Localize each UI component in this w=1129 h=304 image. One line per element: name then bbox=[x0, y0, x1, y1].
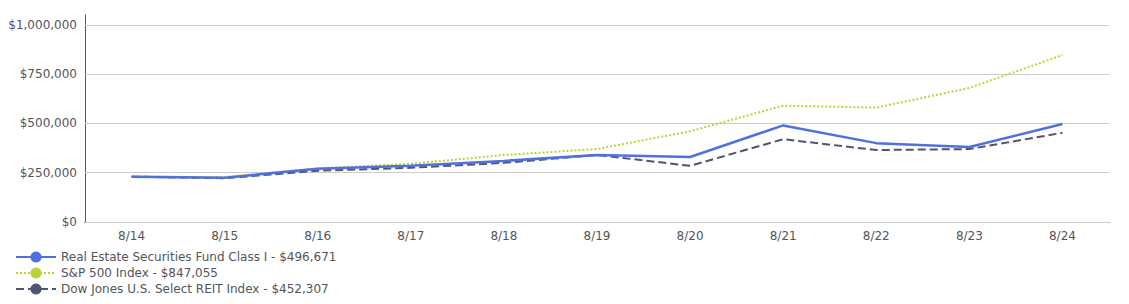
svg-text:8/16: 8/16 bbox=[304, 229, 331, 243]
svg-text:Real Estate Securities Fund Cl: Real Estate Securities Fund Class I - $4… bbox=[61, 250, 336, 264]
svg-text:S&P 500 Index - $847,055: S&P 500 Index - $847,055 bbox=[61, 266, 218, 280]
svg-text:$250,000: $250,000 bbox=[20, 166, 77, 180]
svg-text:8/15: 8/15 bbox=[211, 229, 238, 243]
svg-text:8/19: 8/19 bbox=[584, 229, 611, 243]
svg-text:8/22: 8/22 bbox=[863, 229, 890, 243]
svg-text:8/17: 8/17 bbox=[397, 229, 424, 243]
svg-text:8/24: 8/24 bbox=[1049, 229, 1076, 243]
svg-text:8/21: 8/21 bbox=[770, 229, 797, 243]
svg-text:Dow Jones U.S. Select REIT Ind: Dow Jones U.S. Select REIT Index - $452,… bbox=[61, 282, 329, 296]
svg-text:8/20: 8/20 bbox=[677, 229, 704, 243]
svg-text:8/18: 8/18 bbox=[490, 229, 517, 243]
svg-text:8/14: 8/14 bbox=[118, 229, 145, 243]
svg-text:$1,000,000: $1,000,000 bbox=[8, 18, 77, 32]
svg-text:$500,000: $500,000 bbox=[20, 116, 77, 130]
svg-text:$0: $0 bbox=[62, 215, 77, 229]
svg-text:8/23: 8/23 bbox=[956, 229, 983, 243]
svg-text:$750,000: $750,000 bbox=[20, 67, 77, 81]
